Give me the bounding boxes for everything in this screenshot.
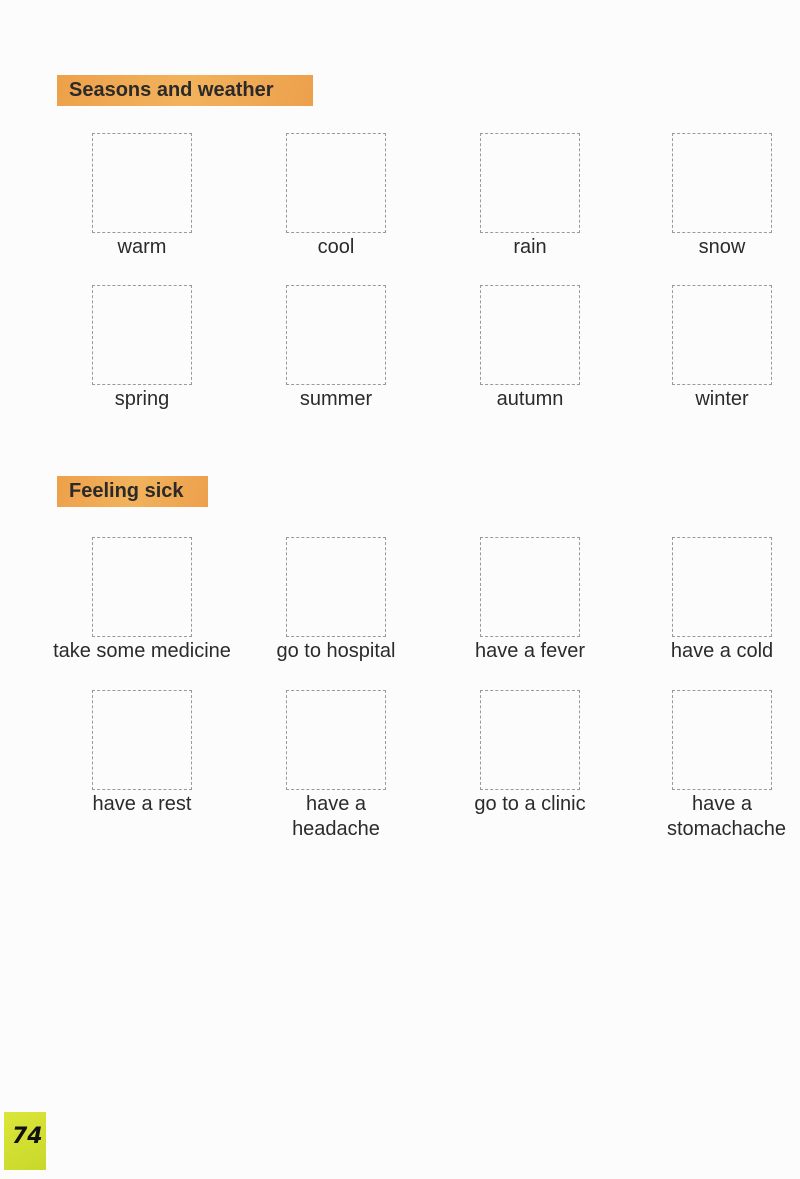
drawing-box[interactable] bbox=[92, 690, 192, 790]
drawing-box[interactable] bbox=[92, 285, 192, 385]
section-title-seasons: Seasons and weather bbox=[57, 75, 313, 106]
picture-cell: have a rest bbox=[47, 690, 237, 817]
picture-cell: warm bbox=[47, 133, 237, 260]
picture-cell: summer bbox=[241, 285, 431, 412]
drawing-box[interactable] bbox=[480, 690, 580, 790]
word-label: have a fever bbox=[474, 640, 586, 662]
word-label: cool bbox=[317, 236, 355, 258]
picture-cell: have a fever bbox=[435, 537, 625, 664]
picture-cell: snow bbox=[627, 133, 800, 260]
word-label: autumn bbox=[496, 388, 564, 410]
picture-cell: have a headache bbox=[241, 690, 431, 842]
page-number-tab: 74 bbox=[4, 1112, 46, 1170]
word-label: have a stomachache bbox=[667, 793, 786, 840]
page-number: 74 bbox=[12, 1124, 43, 1149]
picture-cell: have a cold bbox=[627, 537, 800, 664]
drawing-box[interactable] bbox=[480, 133, 580, 233]
word-label: warm bbox=[117, 236, 167, 258]
drawing-box[interactable] bbox=[286, 690, 386, 790]
picture-cell: go to a clinic bbox=[435, 690, 625, 817]
drawing-box[interactable] bbox=[480, 537, 580, 637]
drawing-box[interactable] bbox=[92, 537, 192, 637]
picture-cell: spring bbox=[47, 285, 237, 412]
drawing-box[interactable] bbox=[286, 537, 386, 637]
drawing-box[interactable] bbox=[92, 133, 192, 233]
picture-cell: go to hospital bbox=[241, 537, 431, 664]
word-label: go to a clinic bbox=[474, 793, 586, 815]
picture-cell: autumn bbox=[435, 285, 625, 412]
word-label: winter bbox=[695, 388, 749, 410]
picture-cell: have a stomachache bbox=[627, 690, 800, 842]
drawing-box[interactable] bbox=[672, 690, 772, 790]
drawing-box[interactable] bbox=[672, 537, 772, 637]
drawing-box[interactable] bbox=[672, 133, 772, 233]
drawing-box[interactable] bbox=[480, 285, 580, 385]
word-label: take some medicine bbox=[53, 640, 231, 662]
word-label: have a cold bbox=[670, 640, 774, 662]
word-label: have a rest bbox=[92, 793, 192, 815]
word-label: snow bbox=[698, 236, 746, 258]
word-label: spring bbox=[114, 388, 170, 410]
word-label: have a headache bbox=[292, 793, 380, 840]
picture-cell: take some medicine bbox=[47, 537, 237, 664]
picture-cell: cool bbox=[241, 133, 431, 260]
word-label: summer bbox=[299, 388, 373, 410]
section-title-feeling-sick: Feeling sick bbox=[57, 476, 208, 507]
picture-cell: rain bbox=[435, 133, 625, 260]
drawing-box[interactable] bbox=[672, 285, 772, 385]
drawing-box[interactable] bbox=[286, 133, 386, 233]
drawing-box[interactable] bbox=[286, 285, 386, 385]
word-label: go to hospital bbox=[276, 640, 396, 662]
word-label: rain bbox=[513, 236, 547, 258]
picture-cell: winter bbox=[627, 285, 800, 412]
